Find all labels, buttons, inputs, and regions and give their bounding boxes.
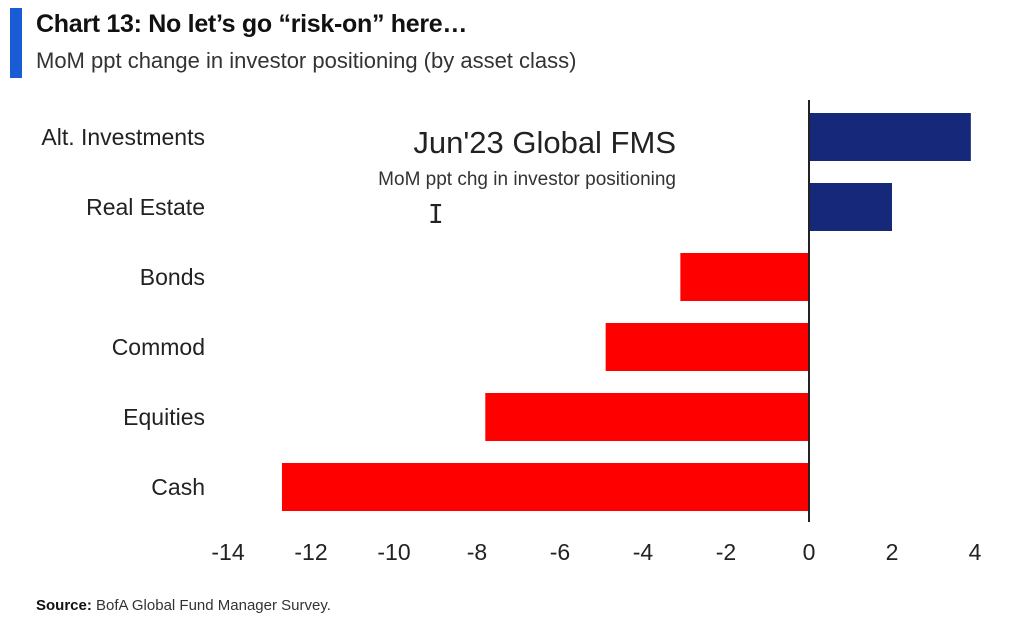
category-label: Real Estate xyxy=(86,194,205,220)
source-text: BofA Global Fund Manager Survey. xyxy=(96,597,331,614)
bar-cash xyxy=(281,463,809,511)
category-label: Bonds xyxy=(140,264,205,290)
title-accent-bar xyxy=(10,8,22,78)
x-tick-label: -2 xyxy=(716,539,736,565)
x-tick-label: 0 xyxy=(803,539,816,565)
bar-alt-investments xyxy=(809,113,971,161)
source-note: Source: BofA Global Fund Manager Survey. xyxy=(36,597,331,614)
x-tick-label: -4 xyxy=(633,539,654,565)
text-cursor-icon: I xyxy=(428,200,444,230)
overlay-subtitle: MoM ppt chg in investor positioning xyxy=(378,169,676,190)
x-tick-label: -6 xyxy=(550,539,570,565)
chart-title: Chart 13: No let’s go “risk-on” here… xyxy=(36,10,468,38)
chart-subtitle: MoM ppt change in investor positioning (… xyxy=(36,48,577,73)
x-tick-label: 4 xyxy=(969,539,982,565)
bar-commod xyxy=(605,323,809,371)
x-tick-label: 2 xyxy=(886,539,899,565)
x-tick-label: -8 xyxy=(467,539,487,565)
bar-bonds xyxy=(680,253,809,301)
x-tick-label: -12 xyxy=(294,539,327,565)
category-label: Equities xyxy=(123,404,205,430)
bar-real-estate xyxy=(809,183,892,231)
category-label: Commod xyxy=(112,334,205,360)
bar-equities xyxy=(485,393,809,441)
source-label: Source: xyxy=(36,597,92,614)
category-label: Cash xyxy=(151,474,205,500)
x-tick-label: -14 xyxy=(211,539,244,565)
x-tick-label: -10 xyxy=(377,539,410,565)
overlay-title: Jun'23 Global FMS xyxy=(413,125,676,160)
category-label: Alt. Investments xyxy=(41,124,205,150)
